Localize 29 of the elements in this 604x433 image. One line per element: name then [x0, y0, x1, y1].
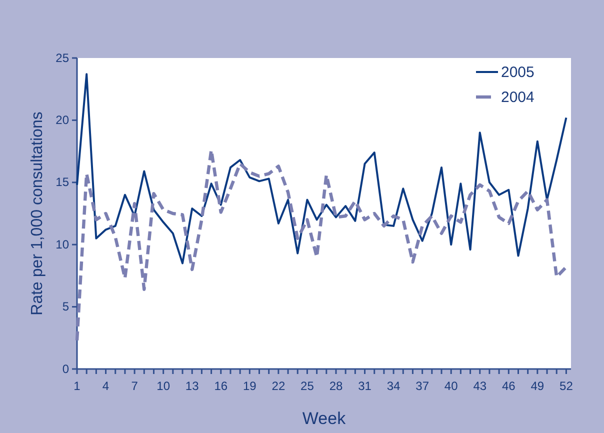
x-tick-label: 16 [214, 379, 228, 394]
x-tick-label: 22 [272, 379, 286, 394]
x-tick-label: 49 [530, 379, 544, 394]
legend-label: 2004 [501, 89, 534, 106]
line-series [75, 148, 568, 342]
y-tick-label: 20 [56, 113, 70, 128]
x-tick-label: 28 [329, 379, 343, 394]
x-tick-label: 10 [156, 379, 170, 394]
y-tick-label: 25 [56, 50, 70, 65]
y-axis-title: Rate per 1,000 consultations [29, 112, 46, 316]
x-tick-label: 40 [444, 379, 458, 394]
y-tick-label: 15 [56, 175, 70, 190]
x-tick-label: 46 [502, 379, 516, 394]
x-tick-label: 13 [185, 379, 200, 394]
x-tick-label: 19 [242, 379, 257, 394]
x-tick-label: 4 [102, 379, 110, 394]
x-tick-label: 7 [131, 379, 138, 394]
x-tick-label: 43 [473, 379, 487, 394]
x-tick-label: 25 [300, 379, 314, 394]
x-tick-label: 31 [358, 379, 372, 394]
legend-label: 2005 [501, 64, 534, 81]
y-tick-label: 10 [56, 237, 70, 252]
y-tick-label: 5 [62, 300, 70, 314]
x-axis-title: Week [302, 409, 346, 428]
x-tick-label: 1 [74, 379, 81, 394]
x-tick-label: 37 [416, 379, 430, 394]
y-tick-label: 0 [62, 362, 70, 376]
x-tick-label: 52 [560, 379, 574, 394]
x-tick-label: 34 [386, 379, 401, 394]
